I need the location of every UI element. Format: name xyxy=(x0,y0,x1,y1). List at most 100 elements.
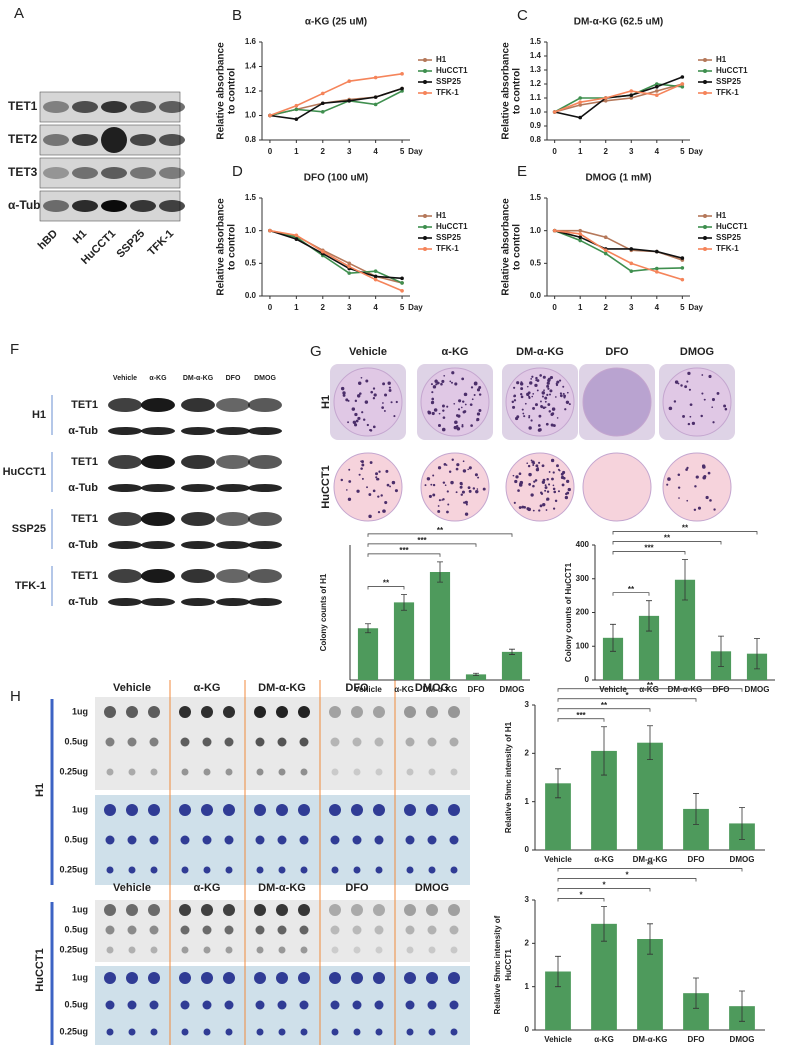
y-tick-label: 0.8 xyxy=(530,135,542,144)
legend-label: HuCCT1 xyxy=(716,66,748,75)
colony xyxy=(548,483,551,486)
point xyxy=(655,93,659,97)
dot xyxy=(404,804,416,816)
colony xyxy=(701,464,706,468)
significance-label: * xyxy=(625,871,629,880)
colony xyxy=(391,480,396,485)
treatment-label: α-KG xyxy=(194,882,221,894)
legend-marker xyxy=(703,58,707,62)
significance-label: ** xyxy=(647,861,654,870)
legend-marker xyxy=(703,80,707,84)
point xyxy=(578,100,582,104)
series-line xyxy=(554,83,683,113)
dot xyxy=(276,972,288,984)
dot xyxy=(404,706,416,718)
dot xyxy=(105,1000,115,1010)
colony xyxy=(667,477,671,481)
point xyxy=(655,266,659,271)
band xyxy=(72,167,98,179)
colony xyxy=(461,423,464,426)
band xyxy=(101,167,127,179)
dot xyxy=(127,1000,137,1010)
dot xyxy=(330,737,340,747)
y-tick-label: 0 xyxy=(525,1025,530,1034)
colony xyxy=(534,403,538,407)
treatment-label: DM-α-KG xyxy=(258,882,306,894)
colony xyxy=(443,374,446,377)
treatment-label: Vehicle xyxy=(113,882,151,894)
significance-bracket xyxy=(612,592,650,596)
colony xyxy=(550,458,555,463)
x-tick-label: 2 xyxy=(604,303,609,312)
colony xyxy=(360,467,363,470)
colony xyxy=(677,473,681,476)
dot xyxy=(375,946,383,954)
chart-title: α-KG (25 uM) xyxy=(305,17,367,28)
x-tick-label: α-KG xyxy=(594,855,614,864)
dot xyxy=(128,1028,136,1036)
colony xyxy=(372,489,376,493)
dot xyxy=(225,768,233,776)
significance-label: *** xyxy=(399,546,409,555)
colony xyxy=(711,406,714,409)
colony xyxy=(546,384,550,388)
colony xyxy=(354,423,358,427)
colony xyxy=(462,460,465,463)
dot xyxy=(104,904,116,916)
colony xyxy=(701,374,704,376)
colony xyxy=(431,391,434,394)
dot xyxy=(126,706,138,718)
point xyxy=(578,103,582,107)
colony xyxy=(393,415,396,418)
y-axis-label: to control xyxy=(512,68,523,114)
colony xyxy=(557,490,560,493)
treatment-label: DM-α-KG xyxy=(258,682,306,694)
colony xyxy=(378,470,381,473)
x-tick-label: Vehicle xyxy=(544,1035,572,1044)
significance-label: *** xyxy=(417,536,427,545)
significance-bracket xyxy=(557,878,697,882)
point xyxy=(400,276,404,281)
treatment-label: DMOG xyxy=(415,682,449,694)
band xyxy=(159,200,185,212)
x-tick-label: DMOG xyxy=(745,685,770,694)
dot xyxy=(255,1000,265,1010)
colony xyxy=(476,388,481,392)
point xyxy=(603,248,608,253)
colony xyxy=(526,385,529,388)
legend-label: TFK-1 xyxy=(716,244,739,253)
colony xyxy=(518,472,522,476)
point xyxy=(655,85,659,89)
legend-marker xyxy=(423,69,427,73)
dot xyxy=(428,946,436,954)
point xyxy=(655,270,659,274)
x-axis-label: Day xyxy=(688,303,703,312)
dot xyxy=(277,925,287,935)
x-tick-label: 2 xyxy=(321,303,326,312)
x-tick-label: DFO xyxy=(688,1035,705,1044)
dot xyxy=(329,804,341,816)
y-tick-label: 2 xyxy=(525,748,530,757)
band xyxy=(43,134,69,146)
point xyxy=(373,102,378,107)
dot xyxy=(126,972,138,984)
y-tick-label: 0.0 xyxy=(530,291,542,300)
band xyxy=(108,398,142,412)
dot xyxy=(180,925,190,935)
point xyxy=(578,235,582,239)
colony xyxy=(470,424,473,427)
colony xyxy=(536,467,539,470)
significance-label: * xyxy=(579,891,583,900)
dot xyxy=(201,706,213,718)
x-tick-label: 3 xyxy=(347,147,352,156)
colony xyxy=(566,479,570,483)
significance-label: * xyxy=(625,691,629,700)
error-bar xyxy=(555,955,561,988)
dot xyxy=(427,1000,437,1010)
colony xyxy=(458,399,462,403)
point xyxy=(552,110,557,114)
bar xyxy=(465,674,487,680)
colony xyxy=(362,418,366,421)
point xyxy=(629,269,634,273)
dot xyxy=(106,768,114,776)
